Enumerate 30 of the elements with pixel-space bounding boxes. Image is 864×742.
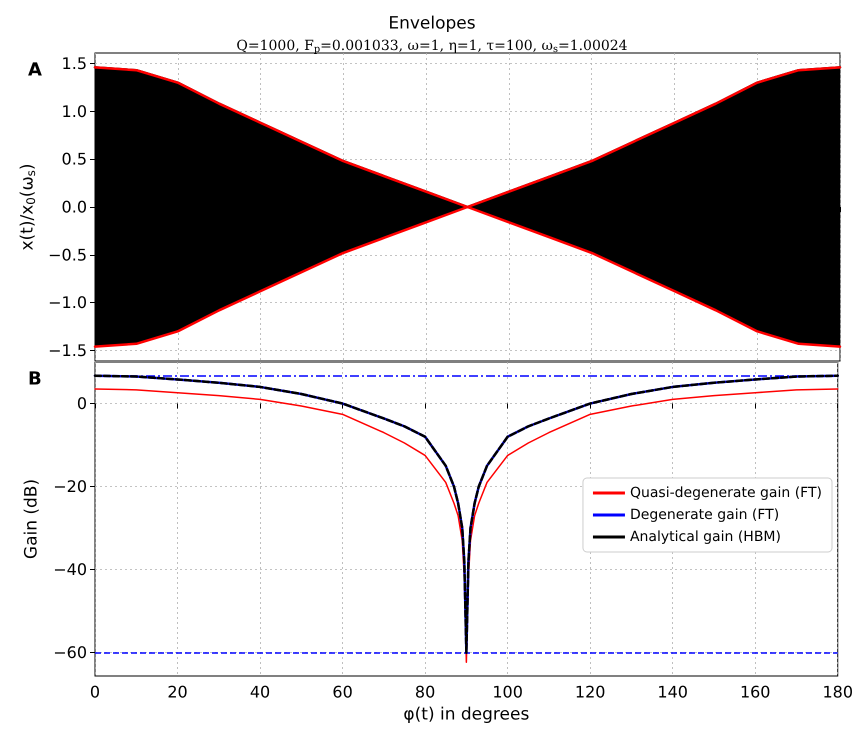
x-tick-label: 140 bbox=[657, 682, 688, 702]
x-tick-label: 120 bbox=[574, 682, 606, 702]
text: A bbox=[28, 60, 42, 80]
x-tick-label: 40 bbox=[250, 682, 270, 702]
text: B bbox=[28, 368, 42, 390]
chart-title: Envelopes bbox=[388, 14, 476, 34]
y-tick-label: −1.0 bbox=[48, 293, 87, 312]
legend-label: Degenerate gain (FT) bbox=[630, 507, 780, 523]
x-tick-label: 20 bbox=[167, 682, 188, 702]
legend-label: Quasi-degenerate gain (FT) bbox=[630, 485, 822, 501]
y-tick-label: 0.5 bbox=[62, 150, 87, 169]
y-tick-label: 0 bbox=[76, 394, 87, 414]
x-tick-label: 100 bbox=[492, 682, 523, 702]
y-tick-label: 1.5 bbox=[62, 54, 87, 74]
y-tick-label: −60 bbox=[53, 643, 87, 662]
x-axis-title: φ(t) in degrees bbox=[403, 704, 530, 724]
x-tick-label: 180 bbox=[822, 682, 854, 702]
y-tick-label: −0.5 bbox=[48, 245, 87, 264]
x-tick-label: 80 bbox=[414, 682, 436, 702]
y-tick-label: 1.0 bbox=[62, 102, 87, 121]
y-axis-title: Gain (dB) bbox=[22, 478, 42, 560]
legend-label: Analytical gain (HBM) bbox=[630, 529, 781, 545]
y-tick-label: −1.5 bbox=[48, 340, 87, 360]
y-tick-label: −20 bbox=[53, 477, 87, 496]
y-axis-title: x(t)/x0(ωs) bbox=[17, 163, 38, 251]
y-tick-label: −40 bbox=[53, 560, 87, 580]
y-tick-label: 0.0 bbox=[62, 198, 87, 216]
x-tick-label: 60 bbox=[332, 682, 353, 702]
x-tick-label: 0 bbox=[90, 682, 100, 702]
x-tick-label: 160 bbox=[740, 682, 770, 702]
